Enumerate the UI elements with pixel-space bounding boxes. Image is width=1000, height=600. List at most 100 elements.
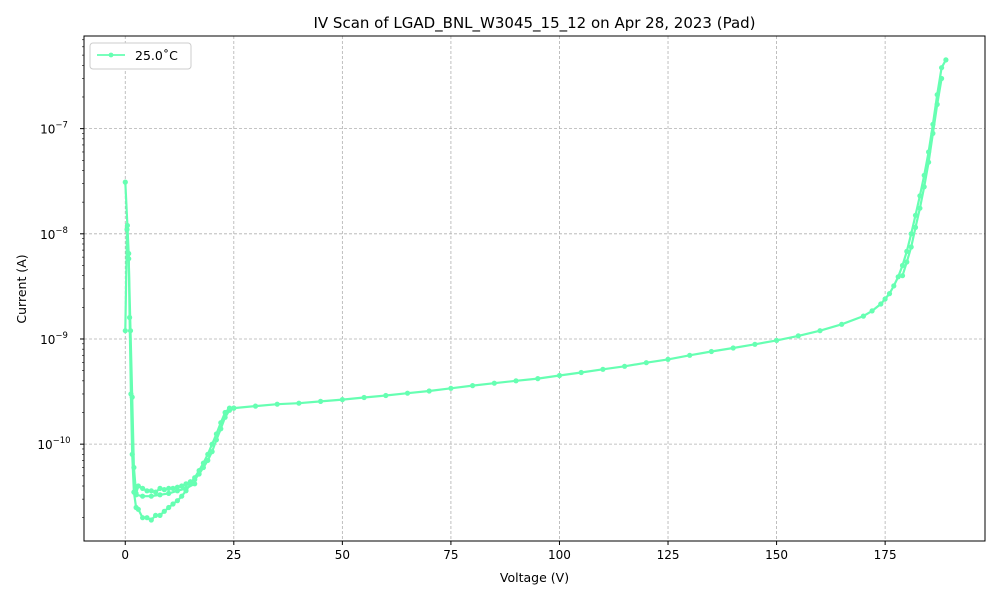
data-point — [170, 485, 176, 491]
data-point — [129, 394, 135, 400]
data-point — [622, 363, 628, 369]
data-point — [930, 130, 936, 136]
data-point — [231, 405, 237, 411]
data-point — [174, 488, 180, 494]
data-point — [166, 490, 172, 496]
data-point — [140, 493, 146, 499]
legend-label: 25.0˚C — [135, 48, 178, 63]
data-point — [166, 504, 172, 511]
data-point — [886, 291, 893, 297]
data-point — [209, 449, 215, 455]
legend-box — [89, 42, 192, 70]
y-tick-label-base: 10 — [40, 228, 55, 242]
x-tick-label: 50 — [335, 548, 350, 562]
data-point — [895, 274, 901, 280]
data-point — [122, 179, 128, 185]
data-point — [192, 481, 198, 487]
data-point — [187, 479, 193, 485]
legend-marker-swatch — [108, 52, 114, 58]
data-point — [318, 398, 324, 404]
data-point — [222, 414, 228, 420]
data-point — [687, 352, 693, 358]
data-point — [899, 262, 906, 269]
y-tick-label-exponent: −9 — [55, 331, 68, 341]
data-point — [891, 283, 897, 289]
series-line-breakdown-return — [901, 77, 943, 277]
data-point — [878, 301, 884, 307]
data-point — [899, 273, 906, 279]
x-tick-label: 100 — [548, 548, 571, 562]
data-point — [140, 515, 146, 521]
data-point — [774, 337, 780, 343]
data-point — [795, 333, 801, 339]
data-point — [124, 222, 130, 229]
data-point — [921, 184, 927, 190]
data-point — [939, 75, 945, 82]
data-point — [226, 407, 233, 413]
data-point — [839, 321, 845, 327]
data-point — [157, 512, 163, 519]
data-point — [183, 485, 189, 491]
data-point — [179, 483, 185, 489]
data-point — [135, 483, 141, 489]
y-tick-label-base: 10 — [37, 438, 52, 452]
data-point — [296, 400, 302, 406]
y-tick-label-exponent: −7 — [55, 121, 68, 131]
data-point — [161, 508, 167, 514]
data-point — [135, 506, 141, 512]
data-point — [535, 376, 541, 382]
series-layer — [122, 57, 949, 523]
x-tick-label: 125 — [657, 548, 680, 562]
x-tick-label: 25 — [226, 548, 241, 562]
data-point — [578, 369, 584, 376]
data-point — [708, 348, 715, 355]
x-tick-label: 0 — [121, 548, 129, 562]
data-point — [148, 517, 154, 523]
x-axis: 0 25 50 75 100 125 150 175 — [121, 541, 897, 562]
data-point — [448, 385, 454, 391]
data-point — [153, 489, 159, 495]
data-point — [817, 328, 823, 334]
y-tick-label: 10−8 — [40, 226, 68, 242]
data-point — [161, 487, 167, 493]
data-point — [148, 493, 154, 499]
data-point — [934, 101, 940, 107]
data-point — [917, 205, 923, 211]
data-point — [926, 159, 932, 165]
data-point — [404, 390, 411, 396]
data-point — [183, 481, 189, 487]
data-point — [205, 457, 211, 463]
data-point — [426, 388, 432, 394]
x-tick-label: 75 — [443, 548, 458, 562]
data-point — [148, 488, 154, 494]
data-point — [908, 231, 914, 237]
data-point — [730, 345, 736, 351]
x-tick-label: 175 — [874, 548, 897, 562]
chart-title: IV Scan of LGAD_BNL_W3045_15_12 on Apr 2… — [313, 14, 755, 33]
data-point — [153, 512, 159, 519]
plot-frame — [83, 35, 986, 542]
data-point — [643, 360, 649, 366]
data-point — [131, 464, 137, 471]
data-point — [908, 244, 914, 250]
data-point — [752, 341, 758, 347]
data-point — [252, 403, 259, 409]
data-point — [939, 65, 945, 71]
data-point — [213, 437, 219, 443]
data-point — [600, 366, 606, 372]
y-tick-label-base: 10 — [40, 333, 55, 347]
data-point — [665, 356, 671, 362]
data-point — [383, 392, 389, 399]
data-point — [157, 492, 163, 498]
data-point — [144, 515, 150, 521]
data-point — [157, 485, 163, 491]
y-tick-label: 10−10 — [37, 436, 70, 452]
data-point — [274, 401, 280, 407]
data-point — [513, 378, 519, 384]
data-point — [904, 248, 910, 254]
y-tick-label-exponent: −10 — [53, 436, 71, 446]
data-point — [200, 464, 206, 471]
data-point — [174, 498, 180, 504]
